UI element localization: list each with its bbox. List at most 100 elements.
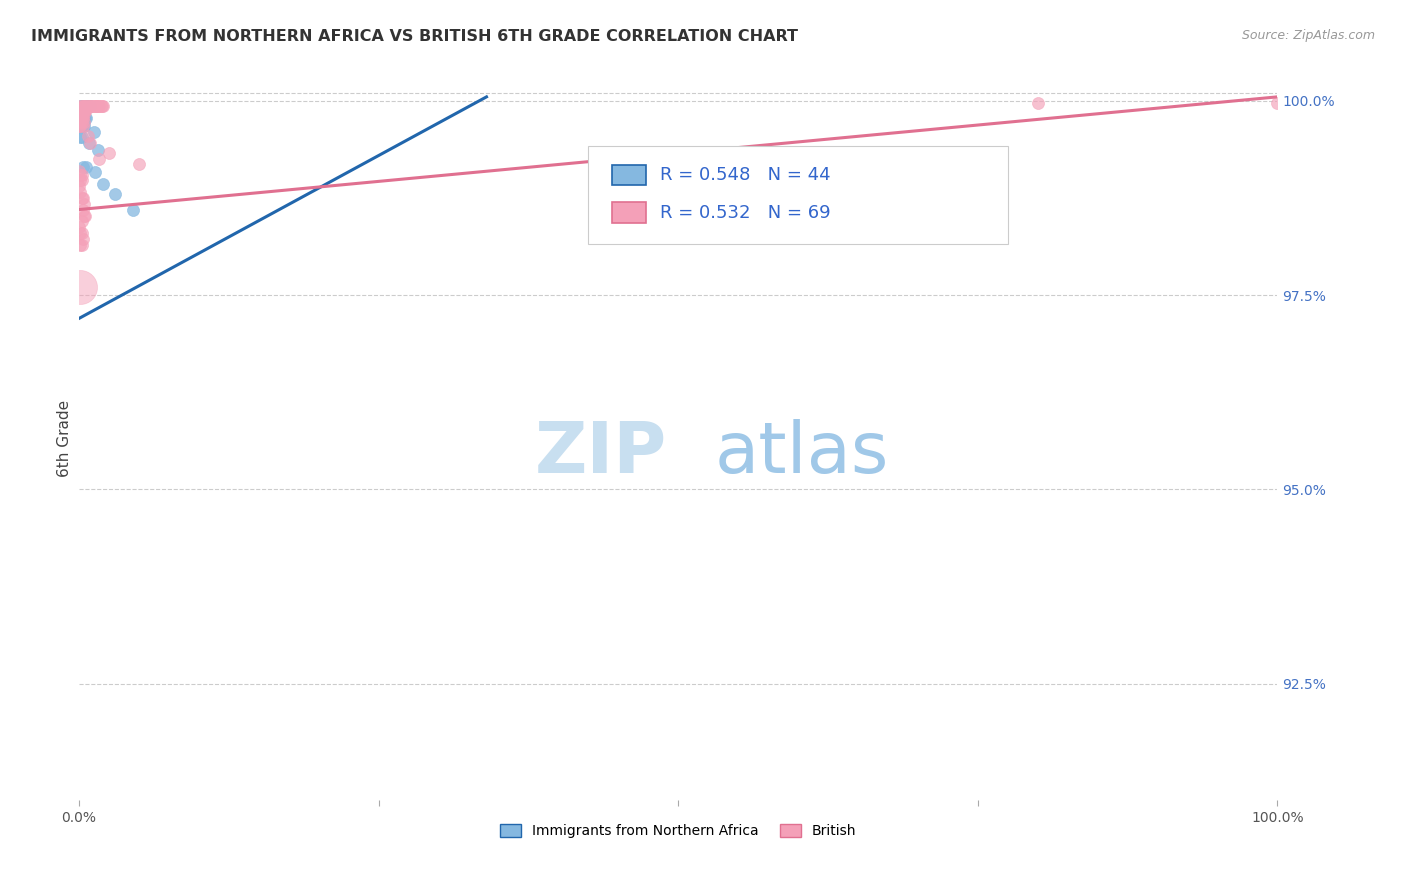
Point — [73, 111, 96, 125]
Point — [69, 114, 91, 128]
Y-axis label: 6th Grade: 6th Grade — [58, 401, 72, 477]
Legend: Immigrants from Northern Africa, British: Immigrants from Northern Africa, British — [495, 819, 862, 844]
Point — [70, 114, 93, 128]
Point — [69, 226, 91, 240]
Point — [70, 103, 93, 117]
Point — [76, 99, 98, 113]
Point — [72, 107, 94, 121]
Point — [67, 119, 90, 133]
Text: ZIP: ZIP — [534, 418, 666, 488]
Point — [70, 226, 93, 240]
Point — [72, 114, 94, 128]
Point — [76, 99, 98, 113]
Point — [73, 107, 96, 121]
Point — [70, 173, 93, 187]
Point — [72, 107, 94, 121]
Point — [70, 168, 93, 182]
Point — [75, 103, 97, 117]
Point — [86, 99, 108, 113]
Point — [70, 107, 93, 121]
Point — [70, 99, 93, 113]
Point — [69, 130, 91, 145]
Point — [75, 209, 97, 223]
Point — [73, 107, 96, 121]
Point — [69, 168, 91, 182]
Point — [70, 191, 93, 205]
Point — [70, 111, 93, 125]
Point — [91, 99, 114, 113]
Point — [77, 99, 100, 113]
Point — [67, 119, 90, 133]
Point — [69, 103, 91, 117]
Point — [70, 119, 93, 133]
Point — [90, 99, 112, 113]
Point — [76, 128, 98, 143]
Point — [69, 99, 91, 113]
Point — [128, 157, 150, 171]
Point — [89, 152, 111, 166]
Point — [69, 107, 91, 121]
Point — [69, 119, 91, 133]
Point — [91, 177, 114, 191]
Text: R = 0.532   N = 69: R = 0.532 N = 69 — [661, 203, 831, 221]
Point — [73, 209, 96, 223]
Point — [87, 143, 110, 157]
Point — [73, 119, 96, 133]
Point — [69, 237, 91, 252]
Point — [67, 179, 90, 194]
Point — [69, 114, 91, 128]
Point — [72, 103, 94, 117]
Point — [70, 107, 93, 121]
Point — [73, 114, 96, 128]
Point — [70, 214, 93, 228]
Point — [69, 119, 91, 133]
Point — [70, 130, 93, 145]
Point — [75, 99, 97, 113]
Point — [79, 99, 101, 113]
Point — [83, 99, 105, 113]
Point — [70, 103, 93, 117]
Point — [72, 111, 94, 125]
Point — [70, 114, 93, 128]
Point — [75, 103, 97, 117]
Point — [79, 136, 101, 151]
Point — [69, 280, 91, 294]
Bar — [612, 165, 645, 186]
Point — [75, 160, 97, 174]
Point — [73, 197, 96, 211]
Point — [75, 103, 97, 117]
Point — [67, 163, 90, 178]
Point — [69, 103, 91, 117]
Point — [87, 99, 110, 113]
Point — [89, 99, 111, 113]
Text: R = 0.548   N = 44: R = 0.548 N = 44 — [661, 166, 831, 184]
Point — [69, 111, 91, 125]
Point — [83, 165, 105, 179]
Point — [67, 220, 90, 235]
Point — [69, 99, 91, 113]
Point — [82, 99, 104, 113]
Point — [104, 187, 127, 202]
Text: Source: ZipAtlas.com: Source: ZipAtlas.com — [1241, 29, 1375, 42]
Point — [75, 111, 97, 125]
Point — [122, 202, 145, 217]
Point — [72, 232, 94, 246]
Point — [1026, 96, 1049, 111]
Point — [72, 111, 94, 125]
Point — [1265, 96, 1288, 111]
Point — [70, 237, 93, 252]
Point — [79, 99, 101, 113]
Point — [72, 202, 94, 217]
Point — [75, 99, 97, 113]
Point — [69, 173, 91, 187]
Point — [73, 114, 96, 128]
Point — [72, 191, 94, 205]
Point — [73, 99, 96, 113]
Point — [75, 111, 97, 125]
Point — [72, 99, 94, 113]
Point — [84, 99, 107, 113]
Point — [75, 99, 97, 113]
Text: atlas: atlas — [714, 418, 889, 488]
Bar — [612, 202, 645, 223]
Point — [72, 160, 94, 174]
